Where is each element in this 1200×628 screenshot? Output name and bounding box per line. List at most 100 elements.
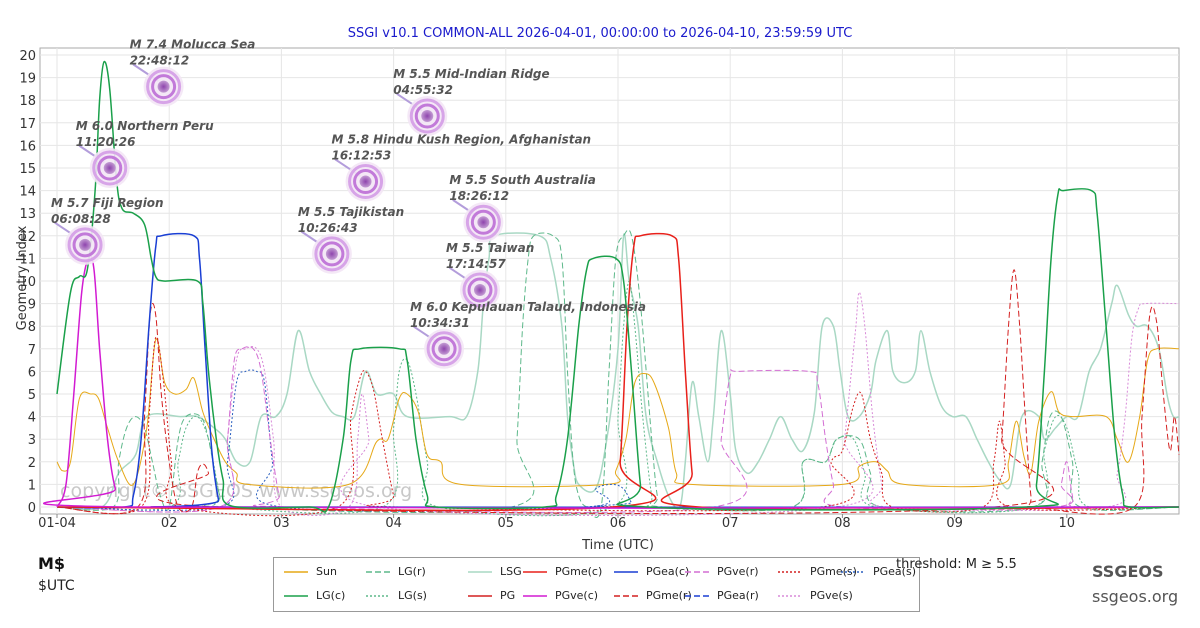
y-tick-label: 13 — [19, 207, 36, 222]
event-time: 06:08:28 — [51, 212, 111, 226]
y-tick-label: 17 — [19, 117, 36, 132]
legend-item: PGme(c) — [521, 564, 611, 582]
y-axis-label: Geometry Index — [15, 225, 30, 330]
legend-swatch — [685, 595, 709, 597]
x-tick-label: 04 — [385, 516, 402, 531]
legend-label: LG(r) — [398, 565, 426, 578]
legend-item: PGme(s) — [776, 564, 866, 582]
legend-swatch — [284, 595, 308, 597]
legend-label: PGve(s) — [810, 589, 853, 602]
legend-swatch — [523, 571, 547, 573]
legend-label: LG(c) — [316, 589, 346, 602]
legend-swatch — [685, 571, 709, 573]
event-marker: M 6.0 Kepulauan Talaud, Indonesia 10:34:3… — [410, 300, 646, 369]
event-label: M 5.7 Fiji Region — [51, 196, 164, 210]
quake-core — [157, 80, 170, 93]
legend-item: LG(c) — [282, 588, 372, 606]
legend-label: PGea(s) — [873, 565, 916, 578]
x-tick-label: 02 — [161, 516, 178, 531]
legend-label: PGea(r) — [717, 589, 759, 602]
x-tick-label: 03 — [273, 516, 290, 531]
quake-core — [103, 162, 116, 174]
x-tick-label: 10 — [1059, 516, 1076, 531]
legend-swatch — [778, 571, 802, 573]
legend-label: PG — [500, 589, 516, 602]
legend-item: LSG — [466, 564, 556, 582]
quake-ring — [348, 164, 384, 200]
y-tick-label: 15 — [19, 162, 36, 177]
legend-label: LSG — [500, 565, 522, 578]
event-time: 10:26:43 — [298, 221, 358, 235]
quake-ring — [467, 277, 493, 303]
quake-core — [325, 247, 338, 260]
quake-ring — [146, 69, 182, 105]
y-tick-label: 20 — [19, 49, 36, 64]
y-tick-label: 16 — [19, 139, 36, 154]
event-marker: M 5.5 Taiwan 17:14:57 — [446, 241, 534, 311]
legend-swatch — [468, 571, 492, 573]
series-lgr — [56, 229, 1180, 518]
series-pgmer — [56, 269, 1180, 515]
y-tick-label: 14 — [19, 185, 36, 200]
quake-ring — [67, 227, 103, 263]
y-tick-label: 0 — [28, 501, 36, 516]
y-tick-label: 2 — [28, 456, 36, 471]
legend-label: PGme(r) — [646, 589, 692, 602]
quake-ring — [314, 236, 350, 272]
event-label: M 5.5 Tajikistan — [298, 205, 404, 219]
legend: Sun LG(r) LSG PGme(c) PGea(c) PGve(r) PGme(s) P… — [273, 557, 920, 612]
legend-swatch — [366, 595, 390, 597]
event-label: M 5.5 Mid-Indian Ridge — [393, 67, 549, 81]
y-tick-label: 9 — [28, 298, 36, 313]
legend-label: PGme(c) — [555, 565, 603, 578]
y-tick-label: 5 — [28, 388, 36, 403]
quake-core — [477, 216, 490, 229]
legend-swatch — [614, 571, 638, 573]
event-time: 10:34:31 — [410, 316, 470, 330]
event-label: M 6.0 Northern Peru — [76, 119, 214, 133]
legend-item: PG — [466, 588, 556, 606]
quake-ring — [431, 336, 457, 362]
legend-item: PGea(s) — [839, 564, 929, 582]
series-layer — [43, 60, 1180, 518]
y-tick-label: 19 — [19, 72, 36, 87]
event-marker: M 5.5 Mid-Indian Ridge 04:55:32 — [393, 67, 550, 137]
series-sun — [56, 338, 1180, 489]
series-lgc — [56, 60, 1180, 513]
x-tick-label: 09 — [946, 516, 963, 531]
event-marker: M 5.5 South Australia 18:26:12 — [449, 173, 596, 243]
quake-ring — [97, 155, 123, 181]
quake-core — [359, 175, 372, 188]
y-tick-label: 8 — [28, 320, 36, 335]
legend-label: PGea(c) — [646, 565, 690, 578]
event-marker: M 5.5 Tajikistan 10:26:43 — [298, 205, 404, 274]
x-tick-label: 01-04 — [38, 516, 76, 531]
legend-label: PGme(s) — [810, 565, 857, 578]
legend-swatch — [523, 595, 547, 597]
y-tick-label: 11 — [19, 252, 36, 267]
legend-swatch — [366, 571, 390, 573]
quake-ring — [465, 204, 501, 240]
quake-core — [473, 284, 486, 297]
series-pgver — [56, 346, 1180, 513]
x-tick-label: 05 — [498, 516, 515, 531]
event-label: M 5.5 Taiwan — [446, 241, 534, 255]
legend-item: PGve(r) — [683, 564, 773, 582]
watermark: copyright© SSGEOS www.ssgeos.org — [60, 480, 412, 502]
series-lsg — [56, 232, 1180, 511]
legend-swatch — [841, 571, 865, 573]
y-tick-label: 3 — [28, 433, 36, 448]
legend-item: PGve(c) — [521, 588, 611, 606]
quake-core — [79, 238, 92, 251]
legend-label: PGve(r) — [717, 565, 759, 578]
legend-item: LG(r) — [364, 564, 454, 582]
brand-left-title: M$ — [38, 554, 66, 573]
y-tick-label: 12 — [19, 230, 36, 245]
x-tick-label: 06 — [610, 516, 627, 531]
x-axis-label: Time (UTC) — [581, 538, 654, 553]
legend-label: LG(s) — [398, 589, 427, 602]
y-tick-label: 1 — [28, 478, 36, 493]
legend-swatch — [468, 595, 492, 597]
event-time: 17:14:57 — [446, 257, 506, 271]
